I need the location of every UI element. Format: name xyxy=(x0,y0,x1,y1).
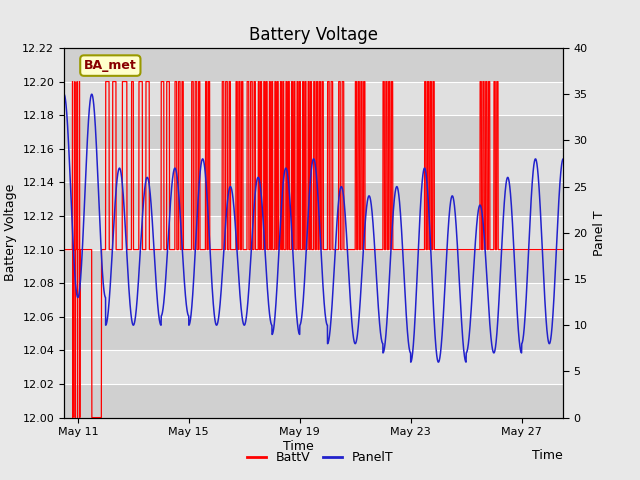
Bar xyxy=(64,350,563,384)
Bar xyxy=(64,384,563,418)
Legend: BattV, PanelT: BattV, PanelT xyxy=(242,446,398,469)
X-axis label: Time: Time xyxy=(283,440,314,453)
Bar xyxy=(64,250,563,283)
Bar xyxy=(64,149,563,182)
Y-axis label: Panel T: Panel T xyxy=(593,210,606,256)
Text: BA_met: BA_met xyxy=(84,59,137,72)
Title: Battery Voltage: Battery Voltage xyxy=(249,25,378,44)
Y-axis label: Battery Voltage: Battery Voltage xyxy=(4,184,17,281)
Bar xyxy=(64,115,563,149)
Bar xyxy=(64,48,563,82)
Bar xyxy=(64,216,563,250)
Text: Time: Time xyxy=(532,449,563,462)
Bar xyxy=(64,283,563,317)
Bar xyxy=(64,182,563,216)
Bar xyxy=(64,82,563,115)
Bar xyxy=(64,317,563,350)
